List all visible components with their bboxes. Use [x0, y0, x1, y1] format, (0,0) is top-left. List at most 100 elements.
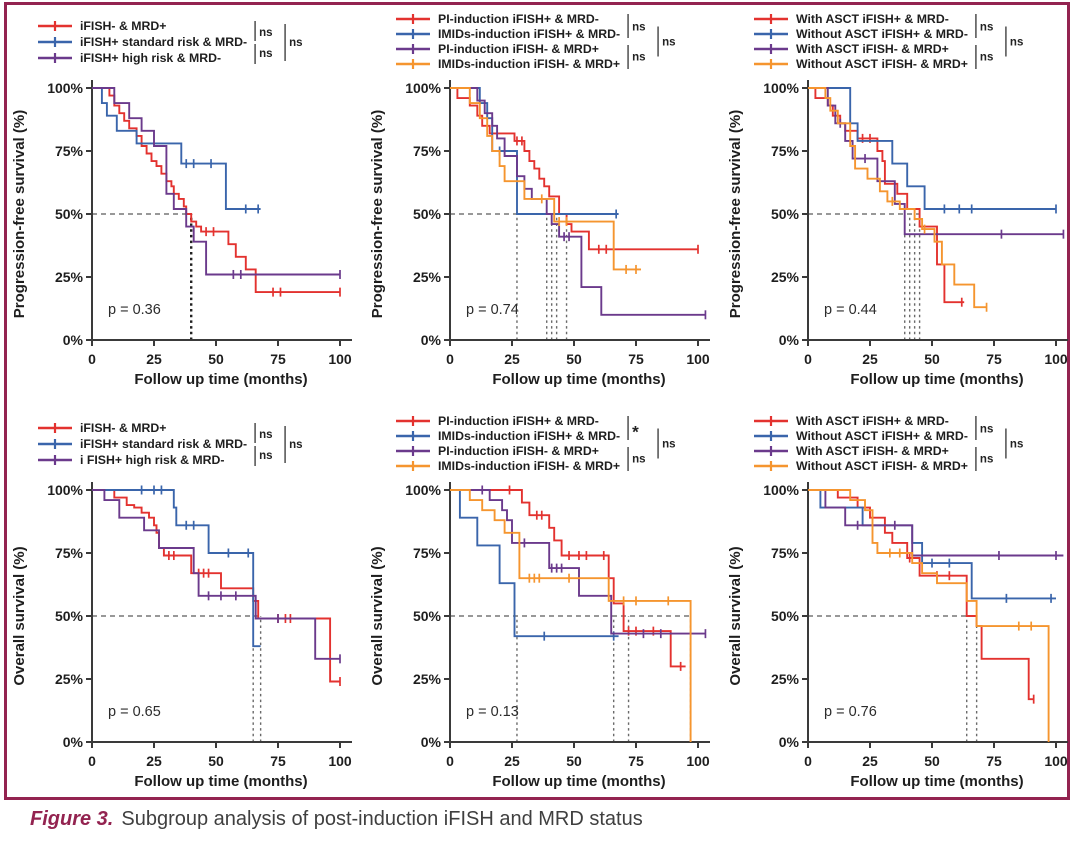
legend-label: iFISH+ standard risk & MRD- — [80, 35, 247, 49]
x-tick-label: 100 — [328, 351, 352, 367]
y-axis-title: Progression-free survival (%) — [369, 110, 386, 318]
y-tick-label: 75% — [413, 545, 442, 561]
x-tick-label: 50 — [208, 351, 224, 367]
legend-label: With ASCT iFISH- & MRD+ — [796, 42, 949, 56]
sig-label: ns — [289, 439, 302, 451]
legend-label: Without ASCT iFISH- & MRD+ — [796, 459, 968, 473]
x-tick-label: 75 — [986, 351, 1002, 367]
sig-label: ns — [980, 52, 993, 64]
series-ifish-high-risk-mrd- — [92, 87, 341, 279]
legend-label: PI-induction iFISH+ & MRD- — [438, 12, 599, 26]
sig-label: ns — [632, 454, 645, 466]
x-tick-label: 100 — [1044, 753, 1068, 769]
legend-label: With ASCT iFISH+ & MRD- — [796, 414, 949, 428]
km-panel-os-ifish-mrd: iFISH- & MRD+ iFISH+ standard risk & MRD-… — [8, 408, 358, 810]
y-tick-label: 50% — [771, 608, 800, 624]
sig-label: ns — [662, 439, 675, 451]
y-tick-label: 100% — [47, 482, 83, 498]
y-tick-label: 75% — [771, 143, 800, 159]
survival-curve — [808, 489, 1056, 600]
survival-curve — [808, 489, 1064, 557]
sig-label: ns — [980, 424, 993, 436]
x-tick-label: 50 — [924, 753, 940, 769]
sig-label: ns — [632, 52, 645, 64]
sig-label: ns — [632, 22, 645, 34]
survival-curve — [450, 87, 619, 215]
x-tick-label: 75 — [986, 753, 1002, 769]
series-with-asct-ifish-mrd- — [808, 489, 1035, 704]
sig-label: ns — [1010, 37, 1023, 49]
legend: With ASCT iFISH+ & MRD- Without ASCT iFIS… — [754, 414, 1023, 473]
km-chart-pfs-ifish-mrd: iFISH- & MRD+ iFISH+ standard risk & MRD-… — [11, 19, 352, 388]
sig-label: * — [632, 423, 639, 442]
sig-label: ns — [259, 27, 272, 39]
series-with-asct-ifish-mrd- — [808, 87, 965, 307]
x-axis-title: Follow up time (months) — [850, 773, 1023, 790]
survival-curve — [450, 87, 706, 316]
km-panel-pfs-ifish-mrd: iFISH- & MRD+ iFISH+ standard risk & MRD-… — [8, 6, 358, 408]
legend-label: iFISH+ standard risk & MRD- — [80, 437, 247, 451]
x-axis-title: Follow up time (months) — [134, 773, 307, 790]
y-tick-label: 50% — [413, 608, 442, 624]
axes: 0% 25% 50% 75% 100% 0 25 50 75 100 Follow up time … — [727, 482, 1068, 790]
x-axis-title: Follow up time (months) — [850, 371, 1023, 388]
sig-label: ns — [980, 454, 993, 466]
x-tick-label: 0 — [446, 753, 454, 769]
figure-caption-text: Subgroup analysis of post-induction iFIS… — [121, 808, 643, 830]
legend: PI-induction iFISH+ & MRD-IMIDs-inductio… — [396, 414, 675, 473]
km-panel-os-induction: PI-induction iFISH+ & MRD- IMIDs-inductio… — [366, 408, 716, 810]
x-axis-title: Follow up time (months) — [492, 371, 665, 388]
y-tick-label: 0% — [63, 332, 84, 348]
sig-label: ns — [289, 37, 302, 49]
series-ifish-standard-risk-mrd- — [92, 485, 261, 648]
survival-curve — [808, 87, 1064, 236]
axes: 0% 25% 50% 75% 100% 0 25 50 75 100 Follow up time … — [11, 482, 352, 790]
series-pi-induction-ifish-mrd- — [450, 485, 707, 639]
y-tick-label: 25% — [55, 671, 84, 687]
figure-border — [4, 2, 1070, 800]
x-tick-label: 25 — [862, 351, 878, 367]
legend-label: IMIDs-induction iFISH- & MRD+ — [438, 459, 620, 473]
survival-curve — [92, 87, 261, 210]
p-value-label: p = 0.65 — [108, 704, 161, 720]
x-tick-label: 0 — [446, 351, 454, 367]
y-tick-label: 75% — [413, 143, 442, 159]
median-reference-lines — [450, 615, 692, 742]
legend-label: Without ASCT iFISH- & MRD+ — [796, 57, 968, 71]
legend-label: IMIDs-induction iFISH+ & MRD- — [438, 429, 620, 443]
sig-label: ns — [980, 22, 993, 34]
x-tick-label: 0 — [88, 753, 96, 769]
median-reference-lines — [92, 213, 193, 340]
y-tick-label: 100% — [405, 80, 441, 96]
km-panel-os-asct: With ASCT iFISH+ & MRD- Without ASCT iFIS… — [724, 408, 1074, 810]
series-ifish-mrd- — [92, 489, 341, 687]
survival-curve — [450, 489, 619, 638]
series-without-asct-ifish-mrd- — [808, 87, 988, 312]
axes: 0% 25% 50% 75% 100% 0 25 50 75 100 Follow up time … — [369, 482, 710, 790]
y-tick-label: 25% — [771, 269, 800, 285]
survival-curve — [450, 87, 641, 271]
x-tick-label: 75 — [628, 351, 644, 367]
x-tick-label: 25 — [146, 753, 162, 769]
legend-label: PI-induction iFISH- & MRD+ — [438, 444, 599, 458]
y-tick-label: 100% — [405, 482, 441, 498]
series-pi-induction-ifish-mrd- — [450, 87, 707, 320]
y-tick-label: 25% — [55, 269, 84, 285]
legend-label: iFISH- & MRD+ — [80, 19, 166, 33]
x-tick-label: 100 — [1044, 351, 1068, 367]
p-value-label: p = 0.44 — [824, 302, 877, 318]
y-tick-label: 0% — [421, 734, 442, 750]
legend-label: i FISH+ high risk & MRD- — [80, 453, 225, 467]
legend-label: iFISH- & MRD+ — [80, 421, 166, 435]
y-tick-label: 0% — [779, 332, 800, 348]
legend-label: With ASCT iFISH- & MRD+ — [796, 444, 949, 458]
km-chart-pfs-asct: With ASCT iFISH+ & MRD-Without ASCT iFIS… — [727, 12, 1068, 388]
p-value-label: p = 0.36 — [108, 302, 161, 318]
x-tick-label: 100 — [328, 753, 352, 769]
median-reference-lines — [92, 615, 262, 742]
x-tick-label: 50 — [924, 351, 940, 367]
x-tick-label: 0 — [804, 753, 812, 769]
legend-label: IMIDs-induction iFISH+ & MRD- — [438, 27, 620, 41]
x-tick-label: 100 — [686, 351, 710, 367]
